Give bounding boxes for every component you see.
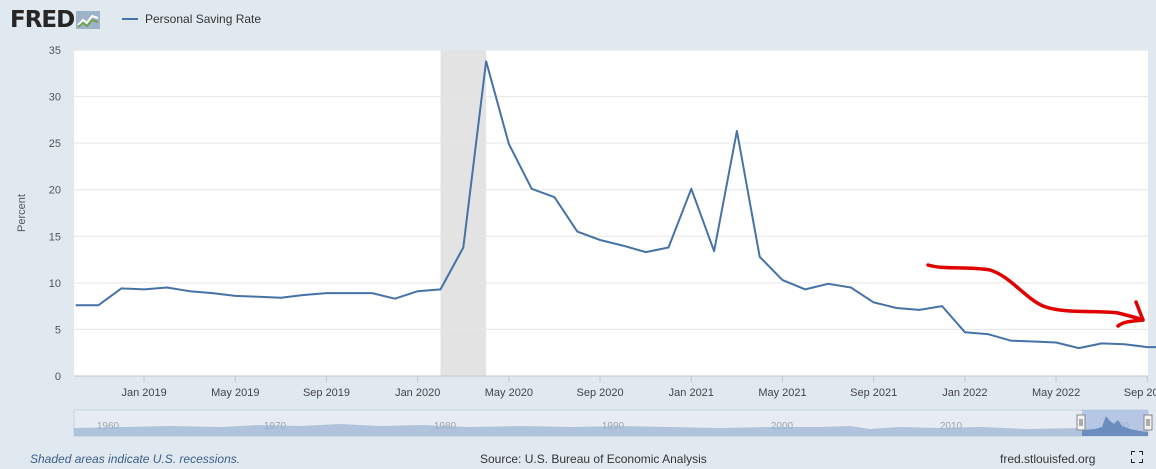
navigator-year-label: 1960 <box>97 421 120 432</box>
series-line-0[interactable] <box>75 60 1156 350</box>
data-point[interactable] <box>597 237 603 243</box>
data-point[interactable] <box>734 128 740 134</box>
data-point[interactable] <box>871 299 877 305</box>
data-point[interactable] <box>118 285 124 291</box>
data-point[interactable] <box>552 194 558 200</box>
data-point[interactable] <box>210 290 216 296</box>
y-axis-ticks: 0 5 10 15 20 25 30 35 <box>49 45 61 383</box>
data-point[interactable] <box>483 58 489 64</box>
data-point[interactable] <box>164 285 170 291</box>
chart-legend: Personal Saving Rate <box>122 12 261 26</box>
recession-note: Shaded areas indicate U.S. recessions. <box>30 452 241 466</box>
data-point[interactable] <box>506 141 512 147</box>
data-point[interactable] <box>346 290 352 296</box>
data-point[interactable] <box>825 281 831 287</box>
y-tick-label: 10 <box>49 278 61 290</box>
navigator-selected-series <box>1082 416 1148 436</box>
recession-band <box>440 50 487 376</box>
data-point[interactable] <box>141 286 147 292</box>
annotation-layer <box>926 263 1145 328</box>
data-point[interactable] <box>1076 345 1082 351</box>
y-tick-label: 25 <box>49 138 61 150</box>
data-point[interactable] <box>529 186 535 192</box>
grid-layer <box>74 49 1148 330</box>
data-point[interactable] <box>939 303 945 309</box>
data-point[interactable] <box>985 331 991 337</box>
x-tick-label: May 2021 <box>758 387 806 399</box>
fred-logo[interactable]: FRED <box>10 6 101 34</box>
data-point[interactable] <box>278 295 284 301</box>
y-tick-label: 20 <box>49 185 61 197</box>
navigator-year-label: 2010 <box>940 421 963 432</box>
data-point[interactable] <box>1053 340 1059 346</box>
x-tick-label: Sep 2019 <box>303 387 350 399</box>
data-point[interactable] <box>369 290 375 296</box>
x-tick-label: Jan 2020 <box>395 387 440 399</box>
data-point[interactable] <box>1122 341 1128 347</box>
data-point[interactable] <box>415 288 421 294</box>
data-point[interactable] <box>1030 339 1036 345</box>
data-point[interactable] <box>301 292 307 298</box>
data-point[interactable] <box>711 248 717 254</box>
x-tick-label: Jan 2021 <box>669 387 714 399</box>
y-axis-label: Percent <box>16 194 28 232</box>
source-text: Source: U.S. Bureau of Economic Analysis <box>480 452 707 466</box>
data-point[interactable] <box>916 307 922 313</box>
site-link[interactable]: fred.stlouisfed.org <box>1000 452 1096 466</box>
y-tick-label: 5 <box>55 324 61 336</box>
navigator-left-handle[interactable] <box>1076 414 1086 431</box>
data-point[interactable] <box>757 254 763 260</box>
chart-line-icon <box>76 11 101 29</box>
x-tick-label: Sep 2021 <box>850 387 897 399</box>
data-point[interactable] <box>73 302 79 308</box>
x-tick-label: Jan 2022 <box>942 387 987 399</box>
navigator-series-area <box>74 424 1085 436</box>
x-tick-label: May 2022 <box>1032 387 1080 399</box>
legend-swatch <box>122 18 138 20</box>
data-point[interactable] <box>643 249 649 255</box>
data-point[interactable] <box>1099 340 1105 346</box>
data-point[interactable] <box>620 243 626 249</box>
navigator-year-label: 2000 <box>771 421 794 432</box>
data-point[interactable] <box>894 305 900 311</box>
x-tick-label: Sep 2022 <box>1124 387 1156 399</box>
fullscreen-icon[interactable] <box>1131 451 1143 463</box>
data-point[interactable] <box>324 290 330 296</box>
red-arrow-annotation <box>926 263 1145 322</box>
data-point[interactable] <box>460 245 466 251</box>
series-layer <box>73 58 1156 351</box>
data-point[interactable] <box>1008 338 1014 344</box>
legend-series-name: Personal Saving Rate <box>145 12 262 26</box>
data-point[interactable] <box>688 186 694 192</box>
y-tick-label: 15 <box>49 231 61 243</box>
x-axis-ticks: Jan 2019 May 2019 Sep 2019 Jan 2020 May 2020… <box>121 376 1156 399</box>
data-point[interactable] <box>962 329 968 335</box>
y-tick-label: 35 <box>49 45 61 57</box>
data-point[interactable] <box>438 286 444 292</box>
data-point[interactable] <box>392 296 398 302</box>
fred-logo-text: FRED <box>10 7 75 33</box>
navigator[interactable]: 1960197019801990200020102020 <box>73 409 1153 437</box>
data-point[interactable] <box>96 302 102 308</box>
plot-area <box>74 50 1148 376</box>
data-point[interactable] <box>574 229 580 235</box>
data-point[interactable] <box>255 294 261 300</box>
navigator-right-handle[interactable] <box>1143 414 1153 431</box>
y-tick-label: 0 <box>55 371 61 383</box>
y-tick-label: 30 <box>49 92 61 104</box>
x-tick-label: May 2019 <box>211 387 259 399</box>
data-point[interactable] <box>1144 344 1150 350</box>
data-point[interactable] <box>848 285 854 291</box>
recession-shading-layer <box>440 50 487 376</box>
data-point[interactable] <box>802 286 808 292</box>
x-tick-label: Jan 2019 <box>121 387 166 399</box>
data-point[interactable] <box>187 288 193 294</box>
red-arrow-head <box>1116 300 1145 328</box>
x-tick-label: Sep 2020 <box>577 387 624 399</box>
data-point[interactable] <box>232 293 238 299</box>
data-point[interactable] <box>780 277 786 283</box>
x-tick-label: May 2020 <box>485 387 533 399</box>
data-point[interactable] <box>666 245 672 251</box>
